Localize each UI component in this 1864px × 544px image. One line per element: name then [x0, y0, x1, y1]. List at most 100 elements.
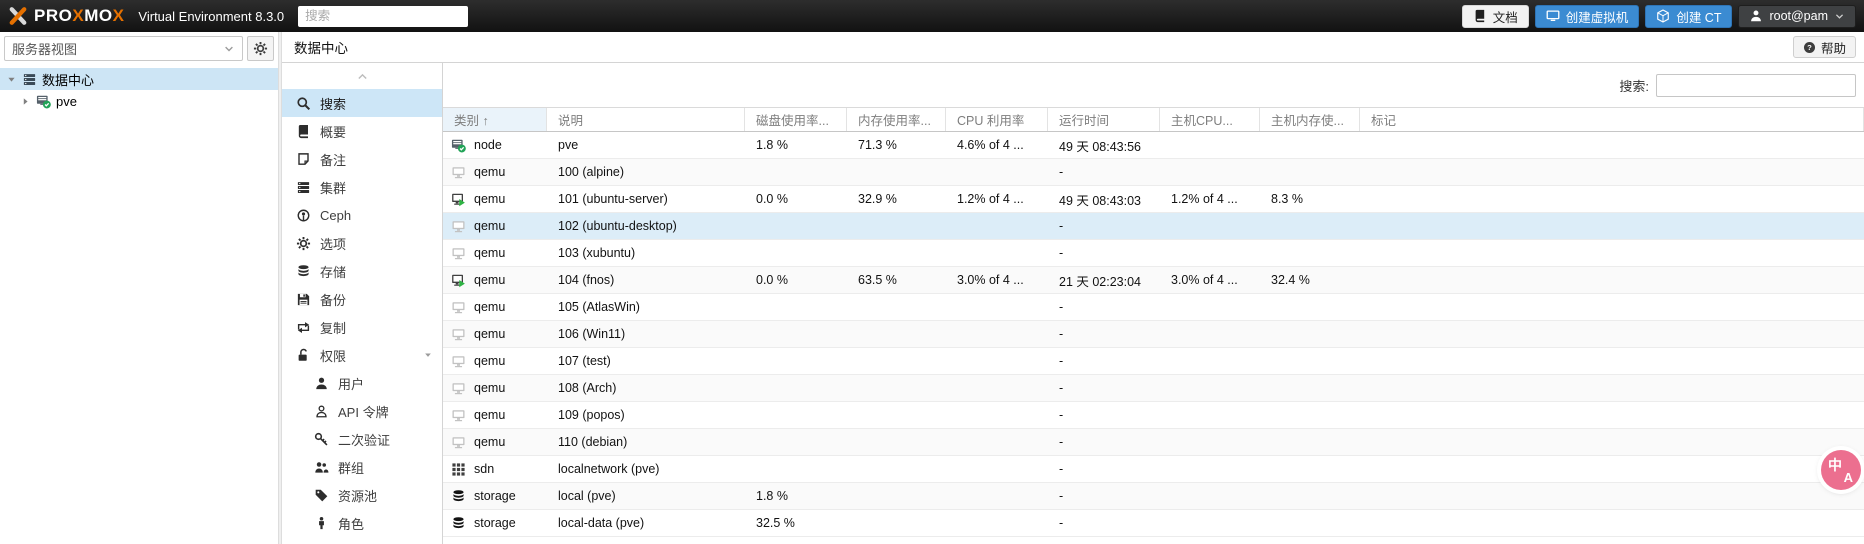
column-header-uptime[interactable]: 运行时间 — [1048, 108, 1160, 131]
translate-floating-button[interactable]: 中 A — [1821, 450, 1861, 490]
menu-item-label: 搜索 — [320, 96, 347, 112]
cell-desc: localnetwork (pve) — [558, 462, 660, 476]
table-row[interactable]: qemu 105 (AtlasWin) - — [443, 294, 1864, 321]
column-header-desc[interactable]: 说明 — [547, 108, 745, 131]
table-row[interactable]: qemu 110 (debian) - — [443, 429, 1864, 456]
cell-mem — [847, 402, 946, 428]
qemu-stopped-icon — [451, 300, 466, 315]
menu-item-backup[interactable]: 备份 — [282, 285, 442, 313]
table-row[interactable]: sdn localnetwork (pve) - — [443, 456, 1864, 483]
sidebar-splitter[interactable] — [278, 32, 282, 544]
global-search-input[interactable] — [298, 5, 469, 27]
database-icon — [451, 489, 466, 504]
table-row[interactable]: qemu 102 (ubuntu-desktop) - — [443, 213, 1864, 240]
grid-body: node pve 1.8 % 71.3 % 4.6% of 4 ... 49 天 08:4… — [443, 132, 1864, 544]
gear-icon — [296, 236, 311, 251]
menu-item-options[interactable]: 选项 — [282, 229, 442, 257]
cell-hostmem — [1260, 321, 1360, 347]
create-vm-button[interactable]: 创建虚拟机 — [1534, 4, 1640, 28]
cell-hostmem — [1260, 402, 1360, 428]
table-row[interactable]: qemu 104 (fnos) 0.0 % 63.5 % 3.0% of 4 ... 21… — [443, 267, 1864, 294]
cell-disk: 1.8 % — [756, 489, 788, 503]
sdn-icon — [451, 462, 466, 477]
menu-item-ceph[interactable]: Ceph — [282, 201, 442, 229]
table-row[interactable]: node pve 1.8 % 71.3 % 4.6% of 4 ... 49 天 08:4… — [443, 132, 1864, 159]
cell-disk — [745, 294, 847, 320]
permissions-collapse-caret[interactable] — [423, 350, 433, 360]
table-row[interactable]: qemu 107 (test) - — [443, 348, 1864, 375]
table-row[interactable]: storage local-data (pve) 32.5 % - — [443, 510, 1864, 537]
resources-grid: 搜索: 类别 ↑ 说明 磁盘使用率... 内存使用率... CPU 利用率 运行时间 主机C… — [443, 63, 1864, 544]
tree-settings-button[interactable] — [247, 36, 274, 61]
table-row[interactable]: qemu 100 (alpine) - — [443, 159, 1864, 186]
key-icon — [314, 432, 329, 447]
menu-item-two-factor[interactable]: 二次验证 — [282, 425, 442, 453]
cell-desc: 110 (debian) — [558, 435, 628, 449]
cell-disk — [745, 402, 847, 428]
cell-cpu — [946, 294, 1048, 320]
table-row[interactable]: qemu 108 (Arch) - — [443, 375, 1864, 402]
cell-type: storage — [443, 510, 547, 536]
column-header-tags[interactable]: 标记 — [1360, 108, 1864, 131]
view-selector-dropdown[interactable]: 服务器视图 — [4, 36, 243, 61]
documentation-button[interactable]: 文档 — [1461, 4, 1529, 28]
menu-scroll-up-indicator[interactable] — [282, 63, 442, 89]
table-row[interactable]: qemu 101 (ubuntu-server) 0.0 % 32.9 % 1.2% o… — [443, 186, 1864, 213]
user-outline-icon — [314, 404, 329, 419]
tag-icon — [314, 488, 329, 503]
help-button[interactable]: ? 帮助 — [1792, 36, 1856, 58]
menu-item-permissions[interactable]: 权限 — [282, 341, 442, 369]
menu-item-search[interactable]: 搜索 — [282, 89, 442, 117]
user-icon — [314, 376, 329, 391]
qemu-running-icon — [451, 273, 466, 288]
menu-item-storage[interactable]: 存储 — [282, 257, 442, 285]
menu-item-api-tokens[interactable]: API 令牌 — [282, 397, 442, 425]
config-menu-items: 搜索概要 备注 集群 Ceph 选项 存储 备份 复制 权限 用户 API 令牌 二次验证 群组 资源池角… — [282, 89, 442, 537]
cell-disk — [745, 375, 847, 401]
create-ct-button[interactable]: 创建 CT — [1645, 4, 1733, 28]
search-icon — [296, 96, 311, 111]
menu-item-users[interactable]: 用户 — [282, 369, 442, 397]
menu-item-roles[interactable]: 角色 — [282, 509, 442, 537]
menu-item-pools[interactable]: 资源池 — [282, 481, 442, 509]
column-header-type[interactable]: 类别 ↑ — [443, 108, 547, 131]
cell-mem — [847, 213, 946, 239]
column-header-hostmem[interactable]: 主机内存使... — [1260, 108, 1360, 131]
row-type-label: qemu — [474, 246, 506, 260]
help-button-label: 帮助 — [1820, 41, 1846, 56]
tree-item-pve[interactable]: pve — [0, 90, 278, 112]
cell-type: sdn — [443, 456, 547, 482]
grid-filter-input[interactable] — [1656, 73, 1856, 97]
cell-mem — [847, 429, 946, 455]
menu-item-replication[interactable]: 复制 — [282, 313, 442, 341]
menu-item-cluster[interactable]: 集群 — [282, 173, 442, 201]
column-header-hostcpu[interactable]: 主机CPU... — [1160, 108, 1260, 131]
users-icon — [314, 460, 329, 475]
cell-cpu — [946, 483, 1048, 509]
column-header-mem[interactable]: 内存使用率... — [847, 108, 946, 131]
view-selector-row: 服务器视图 — [0, 32, 278, 65]
tree-item-datacenter[interactable]: 数据中心 — [0, 68, 278, 90]
row-type-label: sdn — [474, 462, 495, 476]
table-row[interactable]: qemu 103 (xubuntu) - — [443, 240, 1864, 267]
datacenter-panel: 搜索概要 备注 集群 Ceph 选项 存储 备份 复制 权限 用户 API 令牌 二次验证 群组 资源池角… — [282, 63, 1864, 544]
row-type-label: storage — [474, 489, 516, 503]
menu-item-notes[interactable]: 备注 — [282, 145, 442, 173]
cell-disk — [745, 321, 847, 347]
cell-desc: 100 (alpine) — [558, 165, 625, 179]
menu-item-summary[interactable]: 概要 — [282, 117, 442, 145]
cell-tags — [1360, 510, 1864, 536]
cell-hostmem — [1260, 429, 1360, 455]
resource-tree-sidebar: 服务器视图 数据中心 pve — [0, 32, 278, 544]
cell-hostcpu — [1160, 429, 1260, 455]
cell-hostmem — [1260, 213, 1360, 239]
table-row[interactable]: storage local (pve) 1.8 % - — [443, 483, 1864, 510]
table-row[interactable]: qemu 106 (Win11) - — [443, 321, 1864, 348]
column-header-cpu[interactable]: CPU 利用率 — [946, 108, 1048, 131]
table-row[interactable]: qemu 109 (popos) - — [443, 402, 1864, 429]
cell-hostcpu — [1160, 240, 1260, 266]
user-menu-button[interactable]: root@pam — [1738, 4, 1856, 28]
menu-item-groups[interactable]: 群组 — [282, 453, 442, 481]
column-header-disk[interactable]: 磁盘使用率... — [745, 108, 847, 131]
cell-hostmem — [1260, 375, 1360, 401]
